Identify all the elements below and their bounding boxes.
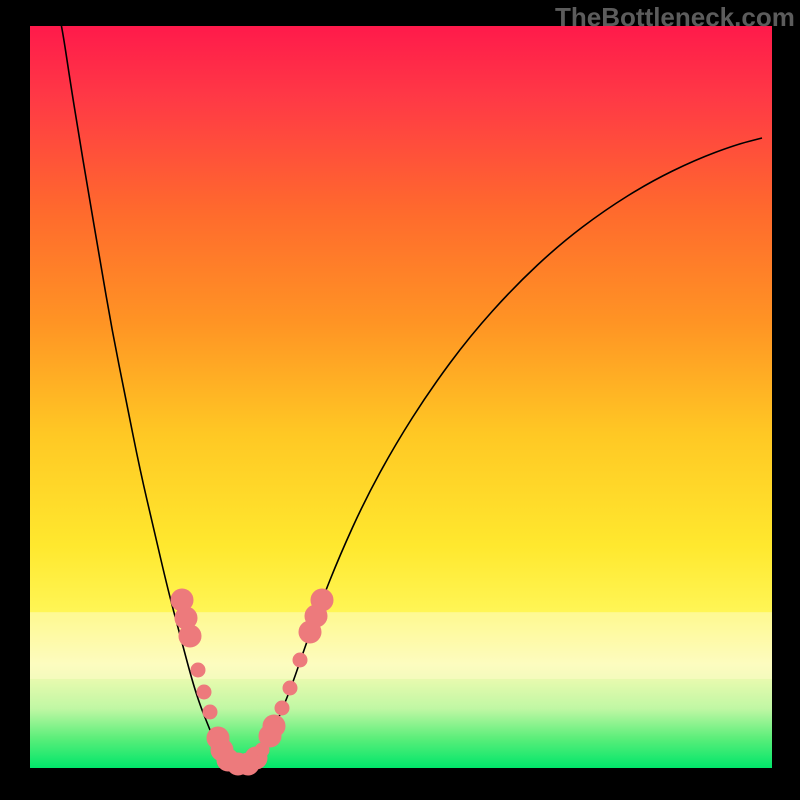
left-cluster-marker (191, 663, 205, 677)
right-cluster-marker (263, 715, 285, 737)
right-cluster-marker (311, 589, 333, 611)
right-cluster-marker (275, 701, 289, 715)
pale-band (30, 612, 772, 679)
attribution-text: TheBottleneck.com (555, 2, 795, 33)
left-cluster-marker (179, 625, 201, 647)
left-cluster-marker (203, 705, 217, 719)
right-cluster-marker (293, 653, 307, 667)
left-cluster-marker (197, 685, 211, 699)
bottleneck-chart (0, 0, 800, 800)
right-cluster-marker (283, 681, 297, 695)
chart-container: TheBottleneck.com (0, 0, 800, 800)
